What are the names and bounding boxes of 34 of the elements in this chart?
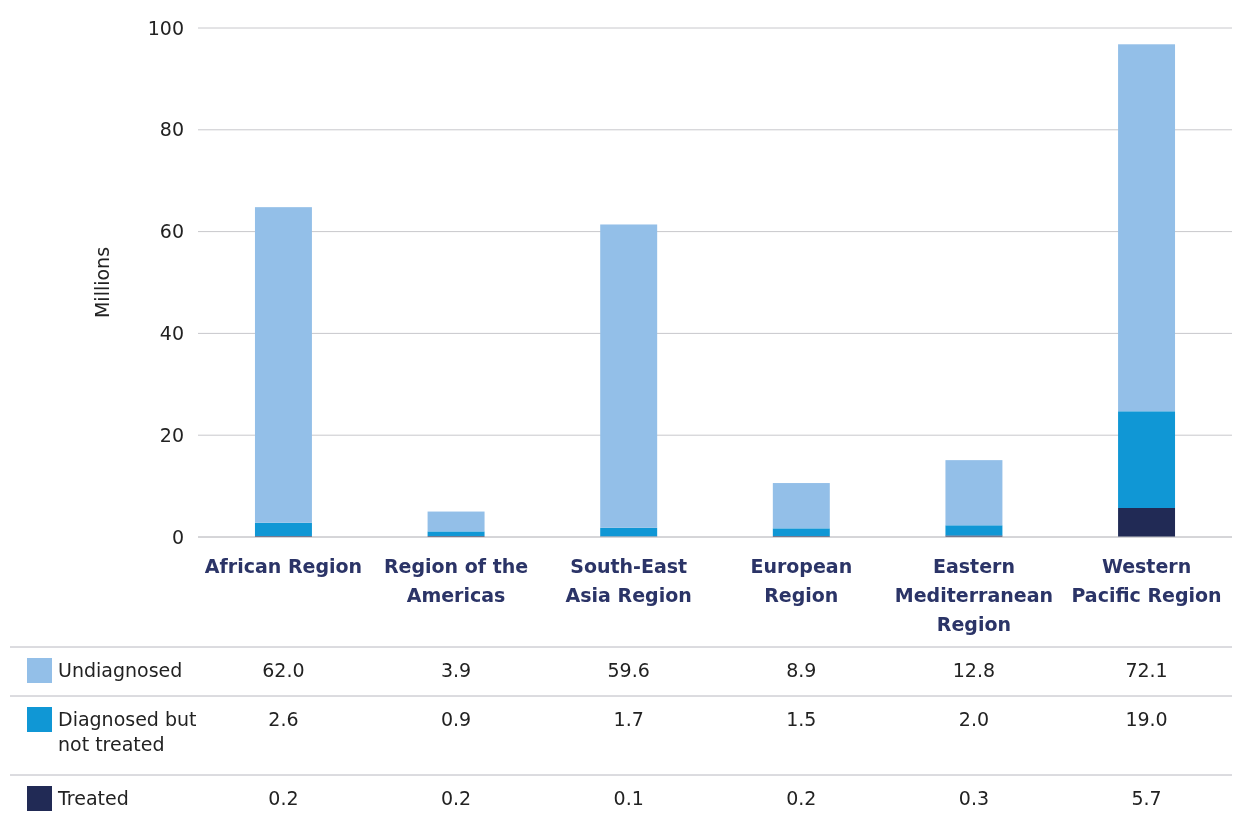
data-label: 5.7 (1131, 787, 1162, 809)
x-tick-label: Western Pacific Region (1071, 555, 1222, 606)
data-label: 8.9 (786, 659, 817, 681)
x-tick-label: Eastern Mediterranean Region (894, 555, 1054, 635)
data-label: 3.9 (440, 659, 472, 681)
x-tick-label: Region of the Americas (383, 555, 529, 606)
data-label: 59.6 (607, 659, 650, 681)
y-tick-label: 20 (159, 423, 184, 446)
y-tick-label: 60 (159, 220, 184, 243)
data-label: 19.0 (1125, 708, 1168, 730)
data-label: 1.7 (613, 708, 644, 730)
legend-label: Treated (57, 787, 129, 809)
x-tick-label: European Region (750, 555, 853, 606)
y-tick-label: 100 (147, 16, 184, 39)
x-tick-label: South-East Asia Region (565, 555, 692, 606)
data-label: 2.6 (268, 708, 299, 730)
data-label: 0.9 (440, 708, 472, 730)
y-axis-title: Millions (91, 246, 113, 319)
y-tick-label: 80 (159, 118, 184, 141)
data-label: 0.2 (786, 787, 817, 809)
data-label: 0.1 (613, 787, 644, 809)
data-label: 12.8 (952, 659, 996, 681)
data-label: 0.2 (440, 787, 472, 809)
x-tick-label: African Region (204, 555, 363, 577)
data-label: 0.2 (268, 787, 299, 809)
data-label: 62.0 (262, 659, 305, 681)
y-tick-label: 0 (171, 525, 184, 548)
y-tick-label: 40 (159, 322, 184, 345)
legend-label: Diagnosed but not treated (58, 708, 197, 755)
data-label: 0.3 (958, 787, 990, 809)
data-label: 1.5 (786, 708, 817, 730)
data-label: 2.0 (958, 708, 990, 730)
data-label: 72.1 (1125, 659, 1168, 681)
legend-label: Undiagnosed (58, 659, 183, 681)
